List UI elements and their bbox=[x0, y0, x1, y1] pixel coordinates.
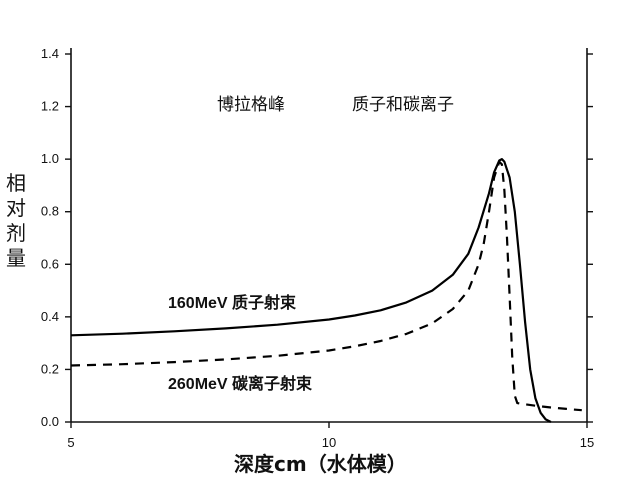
chart-title-left: 博拉格峰 bbox=[217, 95, 285, 115]
series-label-carbon: 260MeV 碳离子射束 bbox=[168, 374, 313, 393]
ticks: 0.0 0.2 0.4 0.6 0.8 1.0 1.2 1.4 5 10 15 bbox=[41, 46, 594, 450]
series-line-proton bbox=[70, 158, 552, 423]
series bbox=[70, 158, 582, 423]
y-tick-label-3: 0.6 bbox=[41, 256, 59, 271]
y-tick-label-6: 1.2 bbox=[41, 99, 59, 114]
y-tick-label-5: 1.0 bbox=[41, 151, 59, 166]
y-axis-title-char-1: 相 bbox=[6, 171, 26, 195]
y-tick-label-1: 0.2 bbox=[41, 361, 59, 376]
y-axis-title-char-3: 剂 bbox=[6, 221, 26, 245]
y-tick-label-0: 0.0 bbox=[41, 414, 59, 429]
y-axis-title-char-2: 对 bbox=[6, 196, 26, 220]
x-tick-label-2: 15 bbox=[580, 435, 594, 450]
x-axis-title: 深度cm（水体模） bbox=[234, 452, 407, 476]
axes bbox=[70, 48, 588, 423]
y-tick-label-7: 1.4 bbox=[41, 46, 59, 61]
series-line-carbon bbox=[70, 160, 582, 412]
chart-title-right: 质子和碳离子 bbox=[352, 95, 454, 115]
y-tick-label-4: 0.8 bbox=[41, 204, 59, 219]
x-tick-label-1: 10 bbox=[322, 435, 336, 450]
x-tick-label-0: 5 bbox=[67, 435, 74, 450]
series-label-proton: 160MeV 质子射束 bbox=[168, 293, 297, 312]
y-tick-label-2: 0.4 bbox=[41, 309, 59, 324]
y-axis-title-char-4: 量 bbox=[6, 246, 26, 270]
